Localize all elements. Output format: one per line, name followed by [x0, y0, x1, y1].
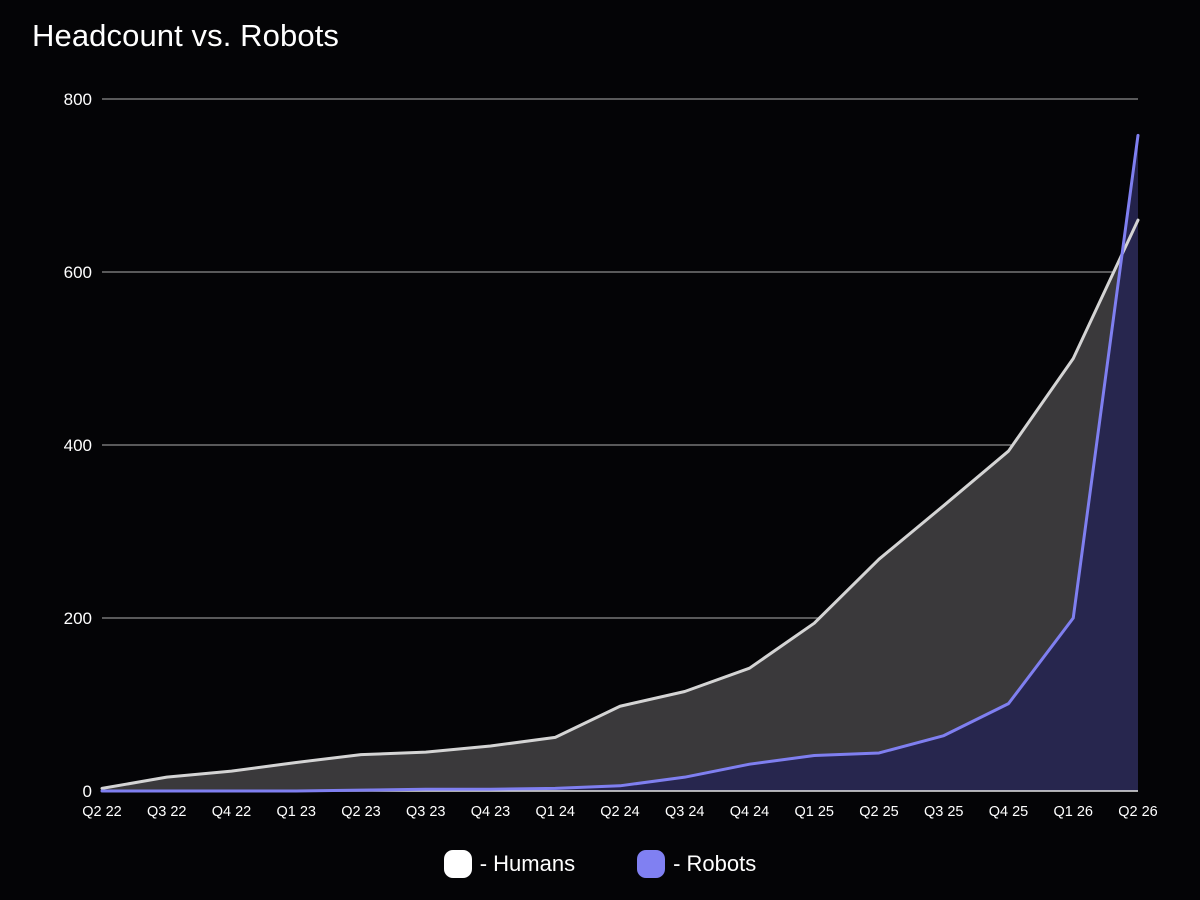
x-tick-label: Q2 24	[600, 804, 640, 820]
data-point-robots	[1007, 702, 1010, 705]
data-point-humans	[683, 690, 686, 693]
legend-item-humans: - Humans	[443, 850, 576, 878]
data-point-humans	[1007, 450, 1010, 453]
data-point-humans	[295, 761, 298, 764]
y-tick-label: 400	[64, 436, 92, 455]
data-point-humans	[813, 622, 816, 625]
x-tick-label: Q3 23	[406, 804, 446, 820]
data-point-humans	[878, 558, 881, 561]
x-tick-label: Q4 22	[212, 804, 252, 820]
legend: - Humans - Robots	[0, 850, 1200, 878]
data-point-humans	[165, 776, 168, 779]
y-tick-label: 0	[83, 782, 92, 801]
data-point-humans	[554, 736, 557, 739]
x-tick-label: Q4 24	[730, 804, 770, 820]
x-tick-label: Q3 22	[147, 804, 187, 820]
area-chart: 0 200 400 600 800 Q2 22 Q3 22 Q4 22 Q1 23 Q2 23 Q3…	[64, 90, 1158, 820]
data-point-robots	[942, 734, 945, 737]
data-point-robots	[489, 788, 492, 791]
data-point-robots	[878, 751, 881, 754]
x-tick-label: Q1 25	[795, 804, 835, 820]
data-point-robots	[813, 754, 816, 757]
legend-swatch-robots	[637, 850, 666, 878]
x-tick-label: Q2 22	[82, 804, 122, 820]
data-point-humans	[360, 753, 363, 756]
legend-label-robots: - Robots	[673, 851, 757, 876]
y-tick-label: 600	[64, 263, 92, 282]
data-point-humans	[1072, 357, 1075, 360]
data-point-robots	[619, 784, 622, 787]
data-point-humans	[230, 770, 233, 773]
data-point-humans	[101, 787, 104, 790]
x-tick-label: Q1 23	[277, 804, 317, 820]
y-tick-label: 200	[64, 609, 92, 628]
legend-item-robots: - Robots	[637, 850, 756, 878]
data-point-humans	[1137, 219, 1140, 222]
area-fill-robots	[102, 135, 1138, 791]
series-line-robots	[100, 133, 1140, 793]
data-point-robots	[295, 790, 298, 793]
x-tick-label: Q1 24	[536, 804, 576, 820]
y-tick-label: 800	[64, 90, 92, 109]
data-point-robots	[101, 790, 104, 793]
x-tick-label: Q3 24	[665, 804, 705, 820]
x-tick-label: Q3 25	[924, 804, 964, 820]
data-point-robots	[748, 763, 751, 766]
x-tick-label: Q2 25	[859, 804, 899, 820]
legend-swatch-humans	[443, 850, 472, 878]
data-point-robots	[424, 788, 427, 791]
data-point-humans	[489, 745, 492, 748]
x-tick-label: Q4 25	[989, 804, 1029, 820]
x-tick-label: Q2 23	[341, 804, 381, 820]
data-point-humans	[748, 667, 751, 670]
data-point-robots	[165, 790, 168, 793]
data-point-humans	[942, 504, 945, 507]
data-point-robots	[683, 776, 686, 779]
x-tick-label: Q1 26	[1054, 804, 1094, 820]
legend-label-humans: - Humans	[479, 851, 576, 876]
data-point-robots	[1072, 617, 1075, 620]
data-point-robots	[230, 790, 233, 793]
data-point-humans	[424, 751, 427, 754]
chart-title: Headcount vs. Robots	[32, 18, 340, 53]
area-fill-humans	[102, 220, 1138, 792]
data-point-robots	[554, 787, 557, 790]
data-point-humans	[619, 705, 622, 708]
series-line-humans	[100, 218, 1140, 790]
data-point-robots	[360, 789, 363, 792]
x-tick-label: Q2 26	[1118, 804, 1158, 820]
data-point-robots	[1137, 134, 1140, 137]
x-tick-label: Q4 23	[471, 804, 511, 820]
